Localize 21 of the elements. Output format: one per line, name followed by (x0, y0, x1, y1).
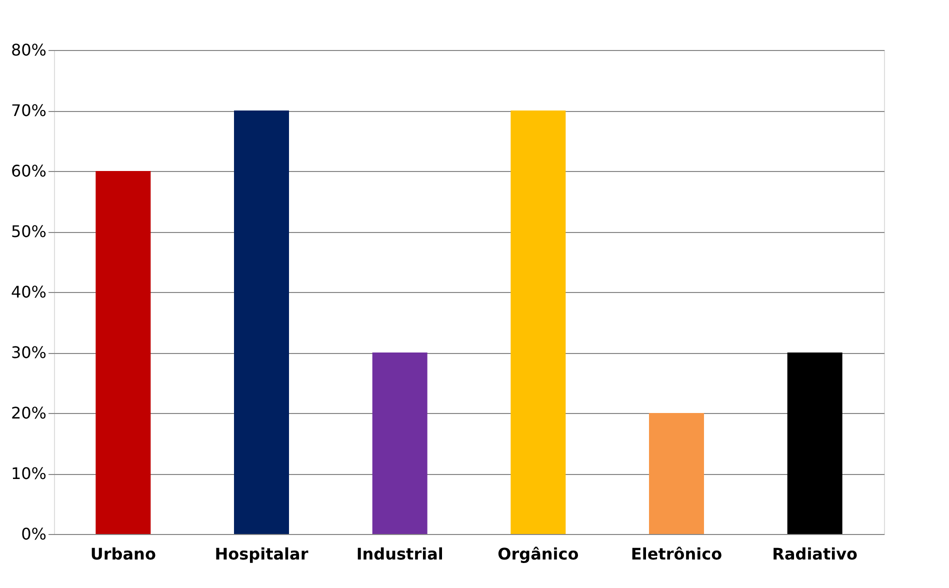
bar (787, 352, 842, 534)
bar (510, 110, 566, 534)
y-tick-label: 0% (21, 524, 46, 544)
y-tick-label: 50% (10, 222, 46, 241)
y-tick-label: 30% (10, 343, 46, 362)
x-tick-label: Orgânico (498, 544, 579, 564)
y-tick-label: 20% (10, 404, 46, 422)
bar (649, 413, 704, 534)
x-tick-label: Radiativo (772, 544, 858, 564)
bar (372, 352, 428, 534)
x-tick-label: Industrial (356, 544, 444, 564)
x-tick-label: Hospitalar (214, 544, 308, 564)
y-tick-label: 10% (10, 464, 46, 483)
y-tick-label: 60% (10, 162, 46, 180)
y-tick-label: 80% (10, 40, 46, 60)
x-tick-label: Urbano (90, 544, 156, 564)
y-tick-label: 40% (10, 282, 46, 302)
y-tick-label: 70% (10, 101, 46, 120)
bar (234, 110, 289, 534)
bar (96, 171, 151, 534)
x-tick-label: Eletrônico (630, 544, 722, 564)
